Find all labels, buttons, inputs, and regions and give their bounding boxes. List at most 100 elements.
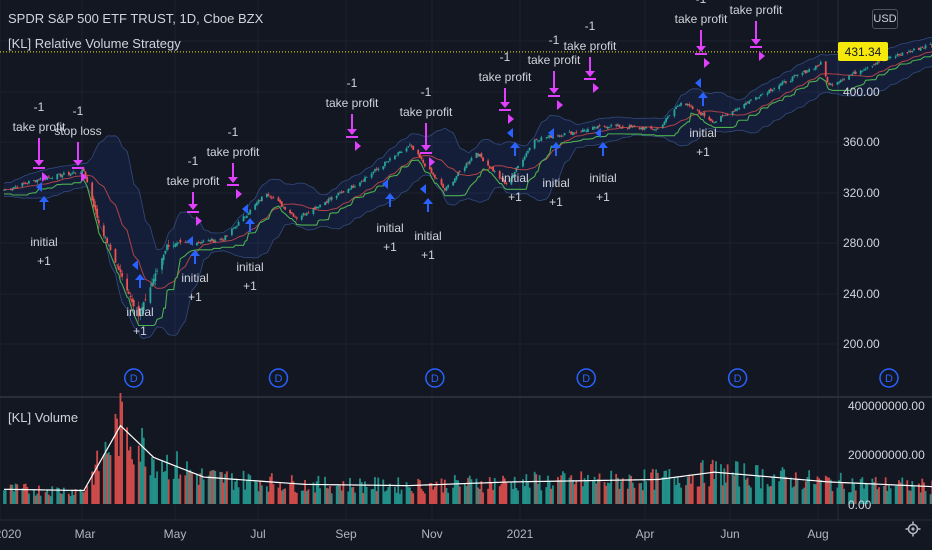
volume-bar bbox=[280, 490, 283, 504]
volume-bar bbox=[806, 476, 809, 504]
volume-bar bbox=[162, 472, 165, 504]
candle bbox=[164, 250, 167, 254]
volume-bar bbox=[410, 491, 413, 504]
candle bbox=[317, 207, 320, 208]
volume-bar bbox=[349, 477, 351, 504]
candle bbox=[277, 197, 280, 202]
volume-bar bbox=[201, 468, 203, 504]
volume-bar bbox=[319, 488, 321, 504]
volume-bar bbox=[214, 470, 217, 504]
candle bbox=[733, 110, 736, 112]
candle bbox=[487, 160, 489, 166]
candle bbox=[651, 128, 654, 130]
candle bbox=[327, 198, 330, 203]
candle bbox=[691, 106, 694, 109]
volume-bar bbox=[828, 477, 830, 504]
candle bbox=[455, 176, 458, 180]
candle bbox=[23, 183, 25, 184]
volume-bar bbox=[119, 392, 122, 504]
candle bbox=[347, 189, 350, 194]
volume-bar bbox=[803, 487, 806, 504]
candle bbox=[433, 174, 436, 178]
candle bbox=[673, 109, 676, 117]
volume-bar bbox=[412, 493, 415, 504]
volume-bar bbox=[14, 483, 17, 504]
volume-bar bbox=[4, 489, 7, 504]
candle bbox=[33, 180, 35, 181]
volume-bar bbox=[924, 491, 927, 504]
volume-bar bbox=[82, 492, 85, 504]
volume-bar bbox=[725, 482, 727, 504]
signal-qty-label: -1 bbox=[500, 50, 511, 64]
volume-bar bbox=[234, 481, 237, 504]
candle bbox=[610, 124, 613, 127]
candle bbox=[533, 139, 536, 149]
volume-bar bbox=[606, 482, 609, 504]
candle bbox=[196, 242, 198, 246]
candle bbox=[591, 127, 594, 130]
candle bbox=[144, 299, 147, 301]
volume-bar bbox=[633, 487, 636, 504]
candle bbox=[94, 205, 97, 211]
volume-bar bbox=[492, 489, 494, 504]
candle bbox=[364, 177, 366, 182]
volume-bar bbox=[708, 486, 711, 504]
candle bbox=[400, 152, 403, 153]
volume-bar bbox=[761, 469, 764, 504]
volume-bar bbox=[132, 464, 135, 504]
volume-bar bbox=[874, 477, 877, 504]
volume-bar bbox=[550, 488, 553, 504]
signal-qty-label: +1 bbox=[133, 324, 147, 338]
volume-bar bbox=[224, 473, 227, 504]
candle bbox=[796, 74, 799, 76]
candle bbox=[214, 240, 217, 242]
volume-bar bbox=[242, 470, 245, 504]
volume-bar bbox=[315, 481, 318, 504]
volume-bar bbox=[385, 490, 388, 504]
volume-bar bbox=[616, 477, 619, 504]
volume-bar bbox=[866, 483, 869, 504]
volume-bar bbox=[720, 464, 722, 504]
volume-bar bbox=[525, 474, 528, 504]
candle bbox=[16, 187, 19, 188]
candle bbox=[535, 138, 538, 140]
candle bbox=[352, 185, 355, 188]
volume-bar bbox=[259, 481, 262, 504]
time-tick-label: Jul bbox=[250, 527, 265, 541]
currency-button[interactable]: USD bbox=[872, 9, 898, 29]
last-price-label: 431.34 bbox=[838, 42, 888, 61]
volume-bar bbox=[295, 492, 298, 504]
volume-bar bbox=[314, 492, 316, 504]
volume-bar bbox=[650, 472, 653, 504]
volume-bar bbox=[189, 469, 192, 504]
candle bbox=[46, 177, 49, 180]
volume-bar bbox=[901, 477, 904, 504]
candle bbox=[340, 191, 343, 194]
candle bbox=[312, 207, 315, 214]
price-tick-label: 200.00 bbox=[843, 337, 880, 351]
signal-qty-label: -1 bbox=[347, 76, 358, 90]
volume-bar bbox=[61, 493, 64, 504]
price-tick-label: 240.00 bbox=[843, 287, 880, 301]
volume-bar bbox=[212, 470, 215, 504]
candle bbox=[132, 300, 135, 307]
volume-pane-title[interactable]: [KL] Volume bbox=[8, 410, 79, 425]
symbol-title[interactable]: SPDR S&P 500 ETF TRUST, 1D, Cboe BZX bbox=[8, 11, 264, 26]
candle bbox=[853, 71, 855, 74]
volume-bar bbox=[923, 482, 925, 504]
volume-bar bbox=[96, 450, 99, 504]
candle bbox=[224, 235, 227, 241]
candle bbox=[558, 135, 561, 137]
volume-bar bbox=[445, 487, 448, 504]
candle bbox=[889, 56, 892, 58]
candle bbox=[478, 154, 481, 157]
candle bbox=[643, 127, 646, 130]
gear-icon[interactable] bbox=[898, 514, 928, 544]
volume-bar bbox=[735, 461, 737, 504]
candle bbox=[894, 56, 897, 58]
volume-bar bbox=[71, 489, 74, 504]
exit-flag bbox=[557, 100, 563, 110]
volume-bar bbox=[394, 486, 396, 504]
indicator-title[interactable]: [KL] Relative Volume Strategy bbox=[8, 36, 181, 51]
